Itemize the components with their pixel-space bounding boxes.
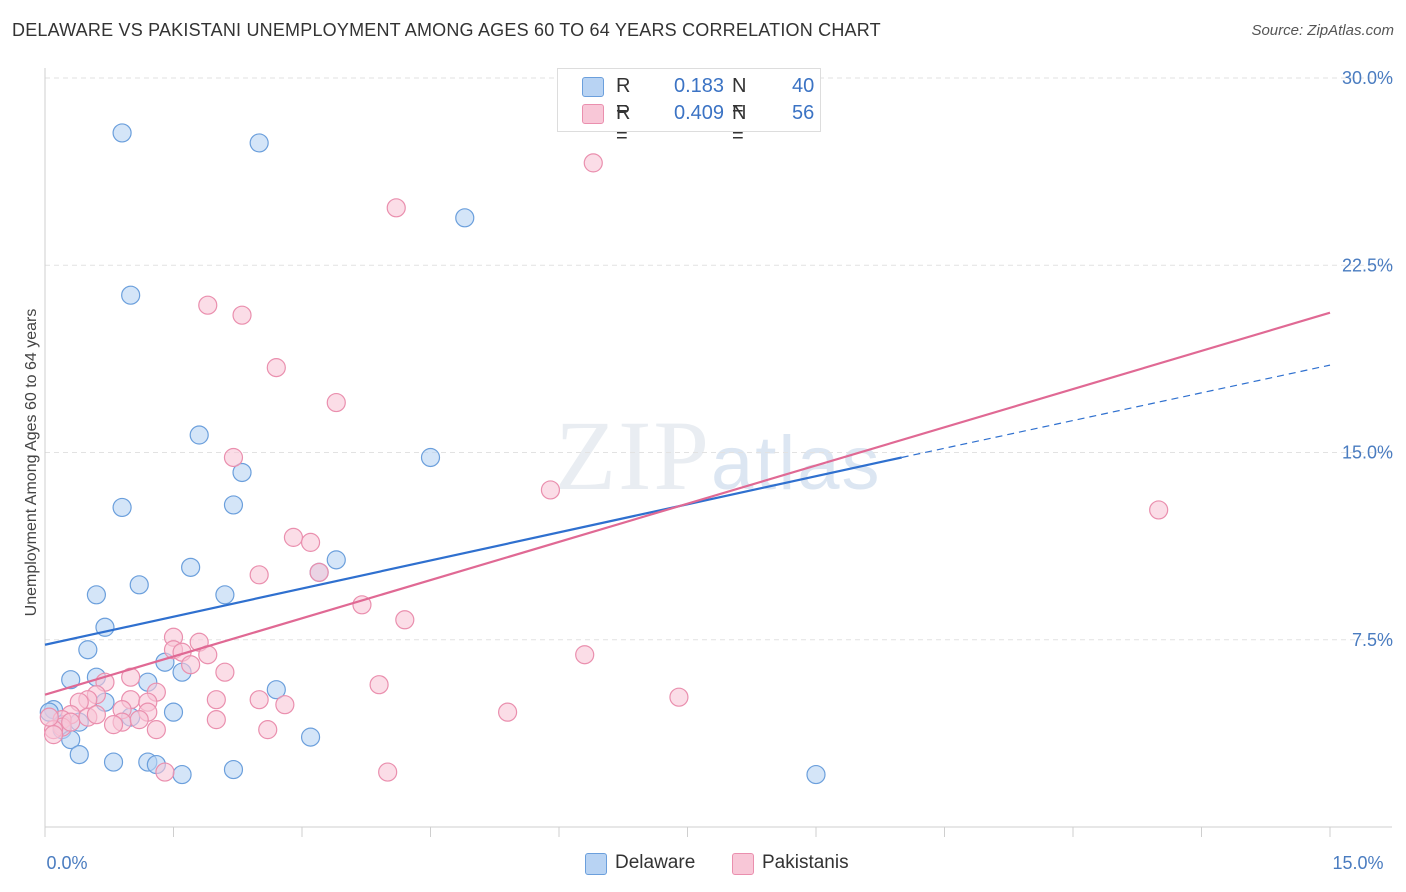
pakistani-point <box>39 707 59 727</box>
pakistani-point <box>258 720 278 740</box>
delaware-point <box>181 557 201 577</box>
y-tick-label: 7.5% <box>1352 630 1393 650</box>
pakistani-point <box>283 527 304 547</box>
delaware-point <box>189 425 209 445</box>
delaware-point <box>223 495 244 515</box>
label-layer: 7.5% 15.0% 22.5% 30.0% 0.0% 15.0% Unemployment… <box>23 68 1393 873</box>
watermark-zip: ZIP <box>555 400 711 511</box>
delaware-point <box>232 462 252 483</box>
pakistani-point <box>326 392 346 413</box>
delaware-point <box>121 285 141 305</box>
pakistani-point <box>223 447 244 468</box>
pakistani-point <box>300 532 321 552</box>
delaware-trend-extension <box>901 364 1331 459</box>
pakistani-point <box>61 712 81 732</box>
delaware-point <box>223 759 244 780</box>
grid-layer <box>45 77 1392 641</box>
zipatlas-watermark: ZIPatlas <box>555 398 882 513</box>
trend-layer <box>44 311 1331 696</box>
legend-r-label: R = <box>616 102 631 147</box>
pakistani-point <box>669 687 689 707</box>
pakistani-point <box>198 295 218 315</box>
delaware-point <box>326 550 346 570</box>
delaware-point <box>249 133 269 153</box>
stats-legend: R = 0.183 N = 40 R = 0.409 N = 56 <box>557 68 821 147</box>
delaware-swatch <box>582 77 604 97</box>
pakistani-point <box>369 675 389 695</box>
delaware-point <box>266 680 286 700</box>
pakistani-point <box>395 610 415 630</box>
delaware-point <box>300 727 321 747</box>
delaware-point <box>420 447 441 468</box>
y-tick-label: 15.0% <box>1342 443 1393 463</box>
legend-r-value: 0.183 <box>674 75 725 97</box>
delaware-trend-line <box>44 456 902 646</box>
pakistani-swatch <box>582 104 604 124</box>
pakistani-point <box>309 562 329 582</box>
y-axis-title: Unemployment Among Ages 60 to 64 years <box>23 309 40 617</box>
pakistani-point <box>155 762 175 782</box>
y-tick-label: 22.5% <box>1342 255 1393 275</box>
pakistani-legend-swatch <box>732 853 754 875</box>
pakistani-point <box>498 702 518 722</box>
delaware-legend-swatch <box>585 853 607 875</box>
pakistani-point <box>129 710 149 730</box>
points-layer <box>39 123 1169 785</box>
delaware-point <box>103 752 124 772</box>
pakistani-point <box>540 480 561 500</box>
legend-r-value: 0.409 <box>674 102 725 124</box>
pakistani-point <box>181 655 201 675</box>
pakistani-point <box>232 305 252 325</box>
delaware-point <box>163 702 184 722</box>
delaware-point <box>215 585 235 605</box>
delaware-point <box>69 744 89 765</box>
delaware-point <box>112 123 132 143</box>
delaware-point <box>172 764 192 785</box>
pakistani-point <box>583 153 603 173</box>
watermark-atlas: atlas <box>711 421 882 506</box>
delaware-point <box>129 575 149 595</box>
pakistani-point <box>575 645 595 665</box>
pakistani-point <box>378 762 398 782</box>
delaware-point <box>806 764 826 785</box>
delaware-legend-label: Delaware <box>615 852 696 873</box>
source-label: Source: ZipAtlas.com <box>1251 22 1394 39</box>
pakistani-point <box>275 695 295 715</box>
pakistani-point <box>146 720 166 740</box>
pakistani-point <box>206 710 226 730</box>
pakistani-point <box>266 358 286 378</box>
delaware-point <box>455 208 475 228</box>
pakistani-point <box>103 715 124 735</box>
pakistani-point <box>86 705 107 725</box>
delaware-point <box>112 497 132 518</box>
chart-title: DELAWARE VS PAKISTANI UNEMPLOYMENT AMONG… <box>12 20 881 40</box>
pakistani-point <box>1149 500 1169 520</box>
pakistani-point <box>386 198 406 218</box>
x-tick-label: 15.0% <box>1332 853 1383 873</box>
y-tick-label: 30.0% <box>1342 68 1393 88</box>
legend-n-value: 56 <box>792 102 815 124</box>
pakistani-point <box>249 565 269 585</box>
legend-n-label: N = <box>732 75 747 120</box>
delaware-point <box>78 640 98 660</box>
pakistani-point <box>215 662 235 682</box>
axis-layer <box>44 68 1392 837</box>
pakistani-point <box>249 690 269 710</box>
pakistani-point <box>206 690 226 710</box>
legend-r-label: R = <box>616 75 631 120</box>
legend-n-value: 40 <box>792 75 815 97</box>
x-tick-label: 0.0% <box>46 853 87 873</box>
pakistani-trend-line <box>44 311 1331 696</box>
pakistani-point <box>352 595 372 615</box>
pakistani-legend-label: Pakistanis <box>762 852 849 873</box>
delaware-point <box>61 670 81 690</box>
pakistani-point <box>43 725 64 745</box>
delaware-point <box>86 585 107 605</box>
legend-n-label: N = <box>732 102 747 147</box>
